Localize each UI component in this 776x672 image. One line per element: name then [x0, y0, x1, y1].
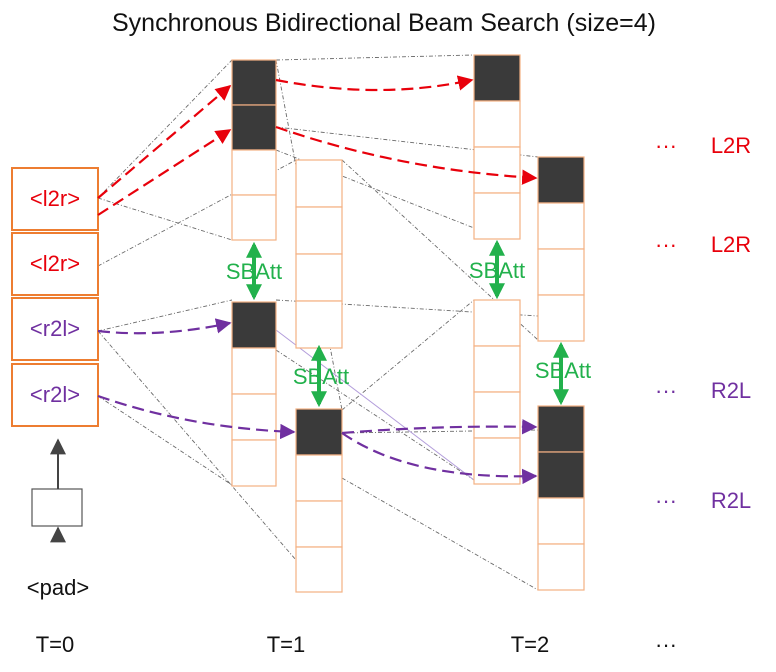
beam-cell-active [231, 104, 277, 151]
direction-label-l2r: L2R [711, 232, 751, 257]
sbatt-label: SBAtt [226, 259, 282, 284]
beam-cell [537, 202, 585, 250]
beam-cell [537, 294, 585, 342]
start-token-r2l-1: <r2l> [30, 316, 80, 341]
beam-cell [295, 546, 343, 593]
token-box-l2r-2 [11, 232, 99, 296]
token-box-r2l-1 [11, 297, 99, 361]
beam-cell [537, 497, 585, 545]
encoder-box [31, 488, 83, 527]
direction-label-r2l: R2L [711, 378, 751, 403]
t1-column-a [231, 59, 277, 487]
beam-cell [473, 391, 521, 439]
beam-cell [231, 149, 277, 196]
time-label-t0: T=0 [36, 632, 75, 657]
beam-cell [295, 300, 343, 349]
pad-label: <pad> [27, 575, 89, 600]
beam-cell-active [473, 54, 521, 102]
beam-cell-active [231, 59, 277, 106]
start-token-column: <l2r> <l2r> <r2l> <r2l> [11, 167, 99, 427]
time-label-t2: T=2 [511, 632, 550, 657]
start-token-l2r-1: <l2r> [30, 186, 80, 211]
r2l-arrow [341, 432, 538, 485]
beam-cell [231, 194, 277, 241]
beam-cell-active [537, 451, 585, 499]
token-box-r2l-2 [11, 363, 99, 427]
beam-cell [537, 543, 585, 591]
direction-label-l2r: L2R [711, 133, 751, 158]
beam-cell-active [231, 301, 277, 349]
r2l-arrow [97, 318, 232, 335]
direction-dots: ··· [655, 232, 677, 257]
t2-column-a [473, 54, 521, 485]
start-token-r2l-2: <r2l> [30, 382, 80, 407]
beam-cell-active [537, 405, 585, 453]
beam-cell [473, 192, 521, 240]
sbatt-arrows [246, 239, 569, 408]
direction-dots: ··· [655, 378, 677, 403]
direction-dots: ··· [655, 488, 677, 513]
r2l-arrow [97, 394, 296, 440]
l2r-arrow [275, 75, 474, 92]
beam-cell [231, 439, 277, 487]
diagram-title: Synchronous Bidirectional Beam Search (s… [112, 9, 656, 37]
sbatt-label: SBAtt [293, 364, 349, 389]
beam-cell [473, 299, 521, 347]
beam-cell [295, 206, 343, 255]
direction-label-r2l: R2L [711, 488, 751, 513]
beam-cell [473, 100, 521, 148]
beam-cell [231, 347, 277, 395]
start-token-l2r-2: <l2r> [30, 251, 80, 276]
r2l-arrow [341, 419, 538, 435]
r2l-arrows [97, 318, 538, 485]
beam-cell [473, 146, 521, 194]
beam-cell [231, 393, 277, 441]
beam-cell [473, 345, 521, 393]
pad-input: <pad> [27, 438, 89, 600]
sbatt-label: SBAtt [535, 358, 591, 383]
t1-column-b [295, 159, 343, 593]
token-box-l2r-1 [11, 167, 99, 231]
purple-guide-line [275, 329, 475, 481]
t2-column-b [537, 156, 585, 591]
l2r-arrow [275, 125, 538, 185]
beam-cell [295, 159, 343, 208]
l2r-arrows [97, 75, 538, 216]
direction-labels: ··· L2R ··· L2R ··· R2L ··· R2L [655, 133, 751, 513]
direction-dots: ··· [655, 133, 677, 158]
beam-cell [295, 454, 343, 502]
time-label-t1: T=1 [267, 632, 306, 657]
l2r-arrow [97, 85, 232, 199]
beam-cell-active [537, 156, 585, 204]
time-labels: T=0 T=1 T=2 ··· [36, 632, 677, 657]
beam-cell-active [295, 408, 343, 456]
l2r-arrow [97, 129, 232, 216]
beam-cell [295, 253, 343, 302]
beam-cell [295, 500, 343, 548]
beam-cell [537, 248, 585, 296]
beam-cell [473, 437, 521, 485]
time-label-ellipsis: ··· [655, 632, 677, 657]
sbatt-label: SBAtt [469, 258, 525, 283]
